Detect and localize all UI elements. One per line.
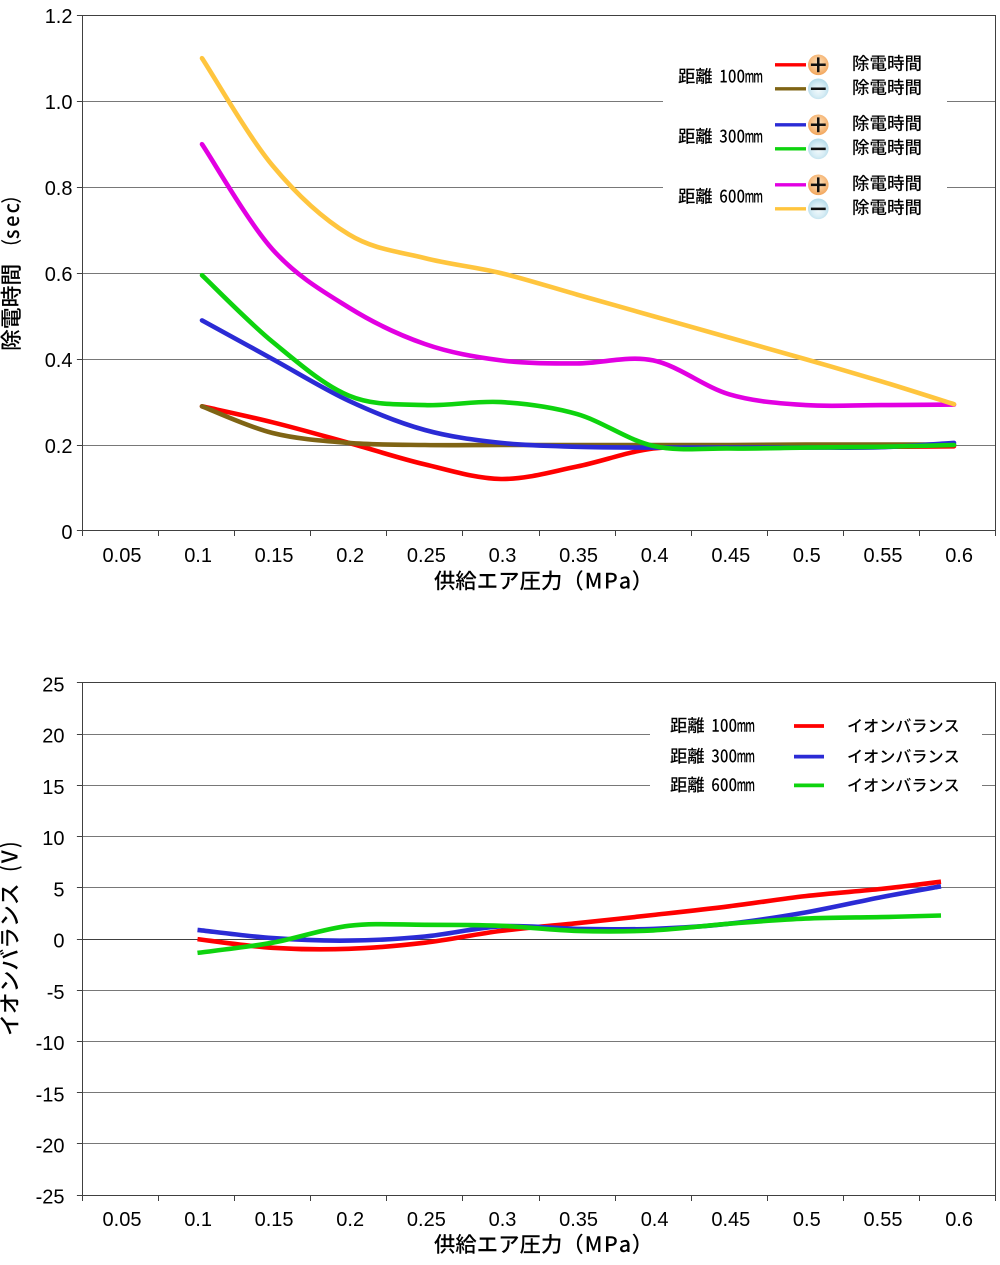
svg-text:0.4: 0.4 — [641, 545, 669, 567]
svg-text:0.6: 0.6 — [45, 264, 73, 286]
svg-text:0.8: 0.8 — [45, 178, 73, 200]
svg-text:0: 0 — [53, 931, 64, 953]
svg-text:0.1: 0.1 — [184, 545, 212, 567]
svg-text:-15: -15 — [36, 1084, 65, 1106]
svg-text:0: 0 — [61, 522, 72, 544]
svg-text:0.6: 0.6 — [945, 1209, 973, 1231]
svg-text:5: 5 — [53, 879, 64, 901]
svg-text:10: 10 — [42, 828, 64, 850]
svg-text:0.05: 0.05 — [103, 545, 142, 567]
svg-text:0.2: 0.2 — [336, 1209, 364, 1231]
svg-text:1.2: 1.2 — [45, 6, 73, 28]
svg-text:1.0: 1.0 — [45, 92, 73, 114]
svg-text:0.2: 0.2 — [336, 545, 364, 567]
svg-text:15: 15 — [42, 777, 64, 799]
svg-text:0.45: 0.45 — [711, 545, 750, 567]
svg-text:0.25: 0.25 — [407, 545, 446, 567]
svg-text:0.1: 0.1 — [184, 1209, 212, 1231]
svg-text:0.3: 0.3 — [489, 1209, 517, 1231]
svg-text:0.15: 0.15 — [255, 1209, 294, 1231]
svg-text:0.2: 0.2 — [45, 436, 73, 458]
svg-text:0.25: 0.25 — [407, 1209, 446, 1231]
svg-text:0.35: 0.35 — [559, 1209, 598, 1231]
svg-text:0.45: 0.45 — [711, 1209, 750, 1231]
svg-text:20: 20 — [42, 726, 64, 748]
svg-text:0.5: 0.5 — [793, 545, 821, 567]
svg-text:0.3: 0.3 — [489, 545, 517, 567]
svg-text:0.55: 0.55 — [864, 1209, 903, 1231]
svg-text:-10: -10 — [36, 1033, 65, 1055]
svg-text:0.4: 0.4 — [641, 1209, 669, 1231]
svg-text:0.55: 0.55 — [864, 545, 903, 567]
svg-text:0.4: 0.4 — [45, 350, 73, 372]
svg-text:0.05: 0.05 — [103, 1209, 142, 1231]
svg-text:0.5: 0.5 — [793, 1209, 821, 1231]
svg-text:25: 25 — [42, 675, 64, 697]
svg-text:0.15: 0.15 — [255, 545, 294, 567]
svg-text:-25: -25 — [36, 1187, 65, 1209]
svg-text:-5: -5 — [47, 982, 65, 1004]
svg-text:0.6: 0.6 — [945, 545, 973, 567]
svg-text:-20: -20 — [36, 1136, 65, 1158]
svg-text:0.35: 0.35 — [559, 545, 598, 567]
